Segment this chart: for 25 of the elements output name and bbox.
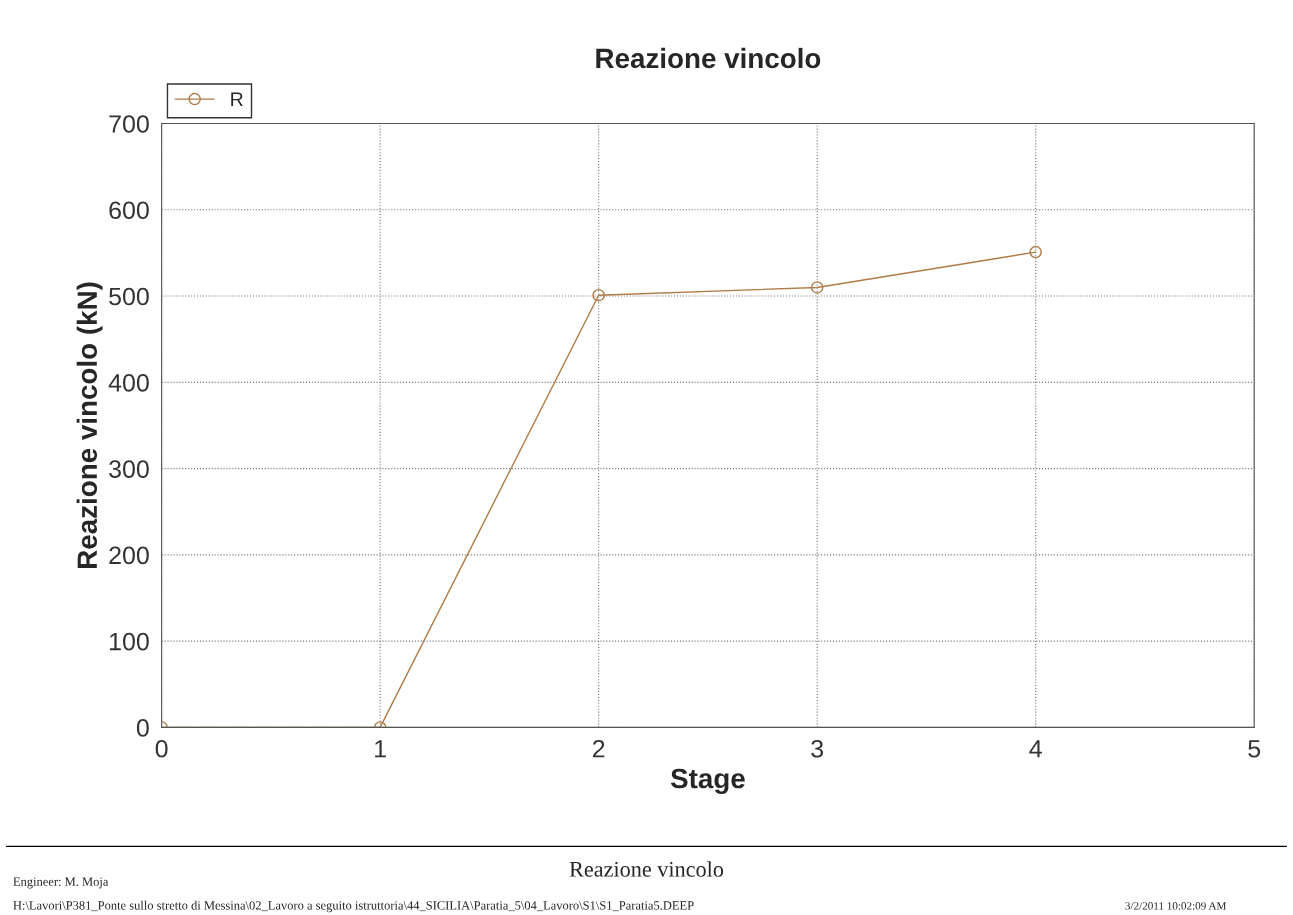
legend-label: R [231,92,243,106]
point [810,281,824,294]
x-tick-label: 4 [1029,740,1042,758]
text: Reazione vincolo [569,861,724,877]
x-tick-label: 5 [1248,740,1261,758]
text: H:\Lavori\P381_Ponte sullo stretto di Messina\02_Lavoro a seguito istruttoria\44_SICILIA\Paratia_5\04_Lavoro\S1\S1_Paratia5.DEEP [13,900,694,913]
x-tick-label: 1 [375,740,386,758]
point [592,288,605,302]
x-axis-title: Stage [670,768,745,794]
y-tick-label: 300 [109,460,149,478]
x-tick-label: 2 [592,739,605,758]
y-tick-label: 600 [109,201,149,220]
text: 3/2/2011 10:02:09 AM [1125,902,1227,910]
y-axis-title: Reazione vincolo (kN) [76,282,103,568]
y-tick-label: 0 [136,719,149,737]
y-tick-label: 100 [110,632,149,651]
text: Engineer: M. Moja [13,877,109,889]
y-tick-label: 700 [109,115,149,133]
point [1029,245,1042,259]
y-tick-label: 500 [109,287,149,306]
x-tick-label: 3 [811,739,824,758]
y-tick-label: 400 [108,373,149,392]
y-tick-label: 200 [109,546,149,565]
x-tick-label: 0 [155,739,168,758]
chart-title: Reazione vincolo [596,47,821,69]
